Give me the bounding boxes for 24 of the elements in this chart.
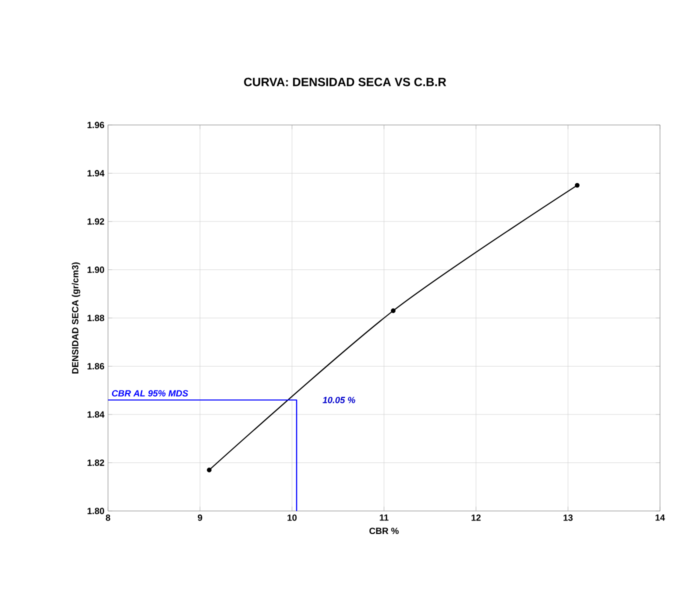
x-axis-title: CBR % xyxy=(369,528,399,534)
x-tick-label: 9 xyxy=(198,514,202,521)
y-tick-label: 1.82 xyxy=(88,460,104,466)
y-tick-label: 1.84 xyxy=(88,411,104,418)
point xyxy=(574,182,580,188)
point xyxy=(390,308,396,314)
y-tick-label: 1.80 xyxy=(88,508,104,514)
x-tick-label: 14 xyxy=(656,514,665,521)
y-tick-label: 1.90 xyxy=(88,266,104,273)
annotation: 10.05 % xyxy=(322,396,356,404)
y-tick-label: 1.92 xyxy=(88,218,104,225)
annotation: CBR AL 95% MDS xyxy=(112,390,188,396)
y-tick-label: 1.88 xyxy=(88,314,104,322)
point xyxy=(206,468,212,472)
y-tick-label: 1.86 xyxy=(88,363,104,370)
x-tick-label: 10 xyxy=(288,514,297,521)
chart-title: CURVA: DENSIDAD SECA VS C.B.R xyxy=(244,78,446,86)
x-tick-label: 13 xyxy=(564,514,573,521)
y-tick-label: 1.94 xyxy=(88,170,104,176)
y-axis-title: DENSIDAD SECA (gr/cm3) xyxy=(72,262,80,374)
x-tick-label: 12 xyxy=(472,514,481,521)
x-tick-label: 11 xyxy=(380,514,388,521)
x-tick-label: 8 xyxy=(106,514,110,521)
y-tick-label: 1.96 xyxy=(88,122,104,128)
